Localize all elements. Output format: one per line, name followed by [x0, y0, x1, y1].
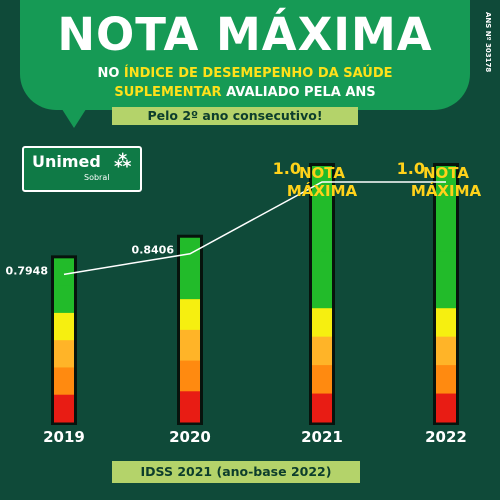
logo-name: Unimed [32, 152, 101, 171]
subtitle-line-2-part-1: SUPLEMENTAR [114, 85, 227, 100]
logo-city: Sobral [84, 173, 110, 182]
bar-segment [180, 360, 200, 392]
bar-segment [436, 279, 456, 309]
idss-bar [177, 234, 203, 425]
page-subtitle: NO ÍNDICE DE DESEMEPENHO DA SAÚDE SUPLEM… [20, 64, 470, 102]
page-title: NOTA MÁXIMA [57, 8, 433, 61]
bar-segment [54, 258, 74, 287]
bar-frame [51, 255, 77, 425]
value-label: 1.0 [397, 159, 425, 178]
year-label: 2019 [43, 428, 85, 446]
value-label: 0.8406 [132, 244, 175, 257]
unimed-logo: Unimed ⁂ Sobral [22, 146, 142, 192]
bar-segment [54, 285, 74, 314]
value-label: 1.0 [273, 159, 301, 178]
bar-segment [312, 251, 332, 281]
bar-frame [177, 234, 203, 425]
consecutive-ribbon: Pelo 2º ano consecutivo! [112, 107, 358, 125]
idss-bar [433, 163, 459, 425]
bar-segment [436, 166, 456, 195]
bar-segment [436, 393, 456, 423]
nota-maxima-label: MÁXIMA [411, 181, 482, 200]
bar-segment [180, 329, 200, 362]
year-label: 2022 [425, 428, 467, 446]
bar-segment [180, 237, 200, 269]
year-label: 2020 [169, 428, 211, 446]
bar-segment [54, 312, 74, 341]
bar-segment [312, 222, 332, 252]
bar-frame [309, 163, 335, 425]
bar-segment [54, 394, 74, 423]
subtitle-line-1-part-1: NO [97, 66, 124, 81]
header-banner [20, 0, 470, 110]
subtitle-line-2: SUPLEMENTAR AVALIADO PELA ANS [20, 83, 470, 102]
bar-frame [433, 163, 459, 425]
bar-segment [436, 251, 456, 281]
value-label: 0.7948 [6, 264, 48, 277]
subtitle-line-1: NO ÍNDICE DE DESEMEPENHO DA SAÚDE [20, 64, 470, 83]
bar-segment [436, 222, 456, 252]
subtitle-line-2-part-2: AVALIADO PELA ANS [226, 85, 376, 100]
bar-segment [312, 393, 332, 423]
banner-tail [60, 106, 88, 128]
bar-segment [312, 365, 332, 395]
idss-bar [309, 163, 335, 425]
bar-segment [312, 336, 332, 366]
bar-segment [436, 365, 456, 395]
bar-segment [180, 268, 200, 300]
bar-segment [180, 299, 200, 331]
subtitle-line-1-part-2: ÍNDICE DE DESEMEPENHO DA SAÚDE [123, 66, 393, 81]
bar-segment [436, 336, 456, 366]
nota-maxima-label: NOTA [299, 164, 345, 182]
year-label: 2021 [301, 428, 343, 446]
bar-segment [180, 391, 200, 423]
footer-caption: IDSS 2021 (ano-base 2022) [112, 461, 360, 483]
bar-segment [54, 340, 74, 368]
trend-line [63, 181, 446, 276]
bar-segment [312, 308, 332, 338]
bar-segment [436, 308, 456, 338]
ans-registration: ANS Nº 303178 [484, 12, 492, 73]
bar-segment [54, 367, 74, 396]
bar-segment [312, 166, 332, 195]
nota-maxima-label: MÁXIMA [287, 181, 358, 200]
logo-tree-icon: ⁂ [114, 152, 132, 172]
bar-segment [312, 279, 332, 309]
bar-segment [436, 194, 456, 224]
bar-segment [312, 194, 332, 224]
nota-maxima-label: NOTA [423, 164, 469, 182]
idss-bar [51, 255, 77, 425]
